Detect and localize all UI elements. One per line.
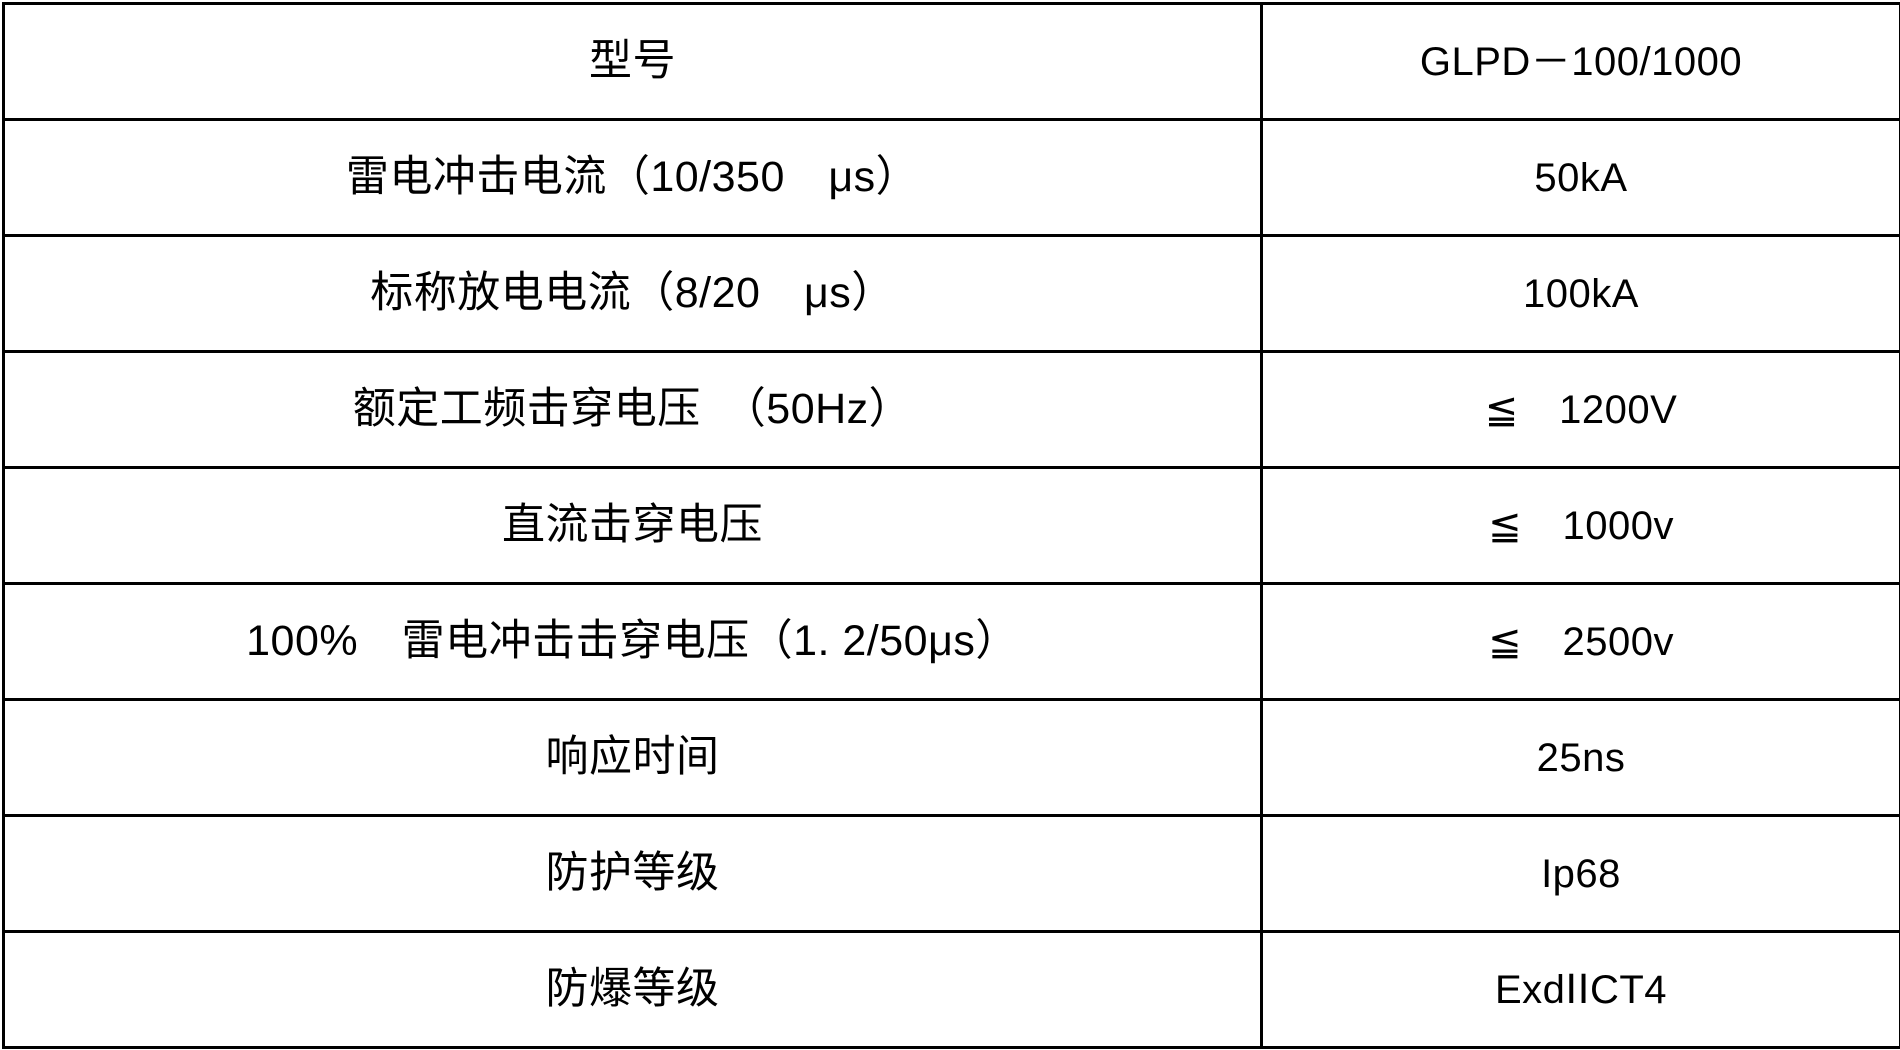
table-row: 响应时间 25ns xyxy=(4,700,1900,816)
table-cell-parameter: 防护等级 xyxy=(4,816,1262,932)
table-cell-value: 100kA xyxy=(1262,236,1900,352)
table-cell-parameter: 防爆等级 xyxy=(4,932,1262,1048)
table-row: 防护等级 Ip68 xyxy=(4,816,1900,932)
table-cell-parameter: 直流击穿电压 xyxy=(4,468,1262,584)
table-cell-parameter: 雷电冲击电流（10/350 μs） xyxy=(4,120,1262,236)
table-cell-parameter: 额定工频击穿电压 （50Hz） xyxy=(4,352,1262,468)
table-row: 标称放电电流（8/20 μs） 100kA xyxy=(4,236,1900,352)
table-cell-value: ≦ 1200V xyxy=(1262,352,1900,468)
table-row: 型号 GLPD－100/1000 xyxy=(4,4,1900,120)
table-cell-parameter: 响应时间 xyxy=(4,700,1262,816)
table-row: 额定工频击穿电压 （50Hz） ≦ 1200V xyxy=(4,352,1900,468)
table-cell-value: ExdⅠⅠCT4 xyxy=(1262,932,1900,1048)
table-cell-parameter: 型号 xyxy=(4,4,1262,120)
table-body: 型号 GLPD－100/1000 雷电冲击电流（10/350 μs） 50kA … xyxy=(4,4,1900,1048)
table-cell-value: GLPD－100/1000 xyxy=(1262,4,1900,120)
table-row: 雷电冲击电流（10/350 μs） 50kA xyxy=(4,120,1900,236)
table-row: 直流击穿电压 ≦ 1000v xyxy=(4,468,1900,584)
table-cell-parameter: 100% 雷电冲击击穿电压（1. 2/50μs） xyxy=(4,584,1262,700)
table-row: 防爆等级 ExdⅠⅠCT4 xyxy=(4,932,1900,1048)
table-cell-value: ≦ 2500v xyxy=(1262,584,1900,700)
table-cell-value: 50kA xyxy=(1262,120,1900,236)
table-cell-value: ≦ 1000v xyxy=(1262,468,1900,584)
table-cell-value: Ip68 xyxy=(1262,816,1900,932)
table-row: 100% 雷电冲击击穿电压（1. 2/50μs） ≦ 2500v xyxy=(4,584,1900,700)
table-cell-parameter: 标称放电电流（8/20 μs） xyxy=(4,236,1262,352)
table-cell-value: 25ns xyxy=(1262,700,1900,816)
